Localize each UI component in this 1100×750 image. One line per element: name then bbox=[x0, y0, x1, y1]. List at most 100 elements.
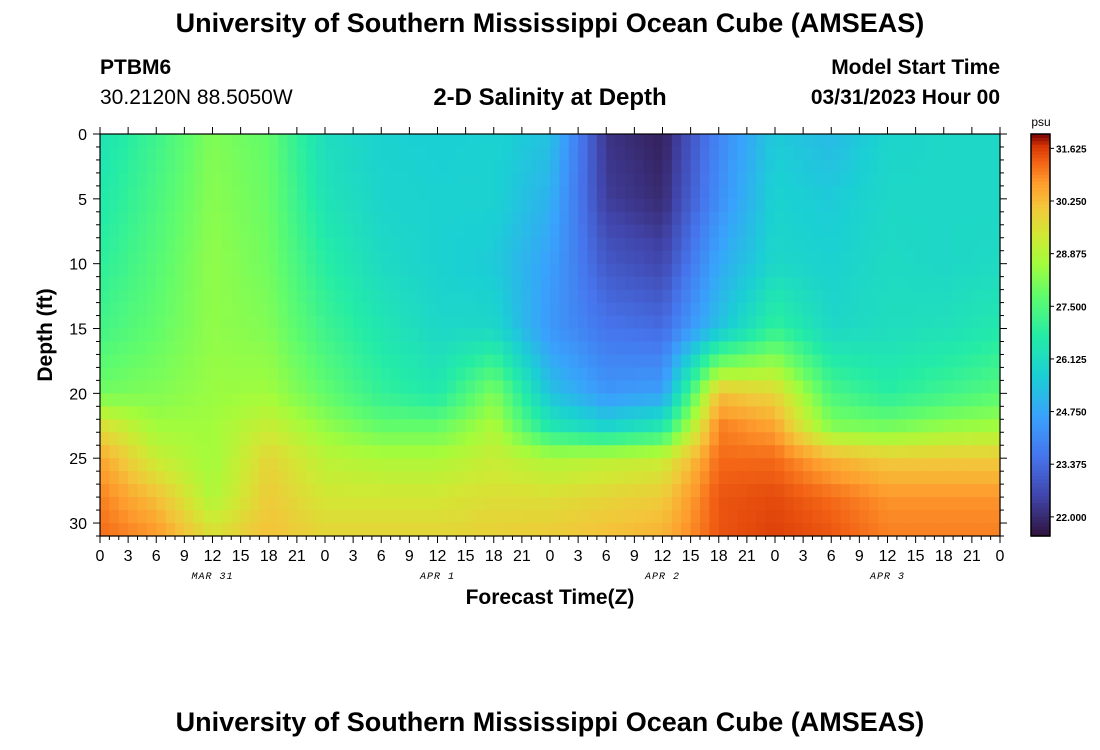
heatmap-cell bbox=[643, 341, 654, 356]
heatmap-cell bbox=[784, 289, 795, 304]
heatmap-cell bbox=[971, 354, 982, 369]
heatmap-cell bbox=[156, 198, 167, 213]
heatmap-cell bbox=[850, 302, 860, 317]
heatmap-cell bbox=[681, 263, 692, 278]
heatmap-cell bbox=[287, 198, 298, 213]
heatmap-cell bbox=[287, 510, 298, 524]
heatmap-cell bbox=[643, 458, 654, 472]
heatmap-cell bbox=[934, 497, 945, 511]
heatmap-cell bbox=[662, 134, 673, 148]
heatmap-cell bbox=[906, 406, 917, 420]
heatmap-cell bbox=[212, 328, 223, 343]
colorbar-segment bbox=[1031, 368, 1050, 373]
heatmap-cell bbox=[325, 328, 335, 343]
heatmap-cell bbox=[521, 185, 532, 200]
heatmap-cell bbox=[531, 237, 542, 252]
heatmap-cell bbox=[859, 315, 870, 330]
heatmap-cell bbox=[531, 211, 542, 226]
heatmap-cell bbox=[606, 406, 617, 420]
heatmap-cell bbox=[484, 458, 495, 472]
heatmap-cell bbox=[615, 134, 626, 148]
heatmap-cell bbox=[878, 289, 889, 304]
heatmap-cell bbox=[400, 328, 410, 343]
heatmap-cell bbox=[643, 172, 654, 187]
heatmap-cell bbox=[990, 419, 1001, 433]
heatmap-cell bbox=[493, 250, 504, 265]
colorbar-segment bbox=[1031, 422, 1050, 427]
heatmap-cell bbox=[643, 367, 654, 381]
heatmap-cell bbox=[165, 380, 176, 394]
heatmap-cell bbox=[737, 432, 748, 446]
heatmap-cell bbox=[353, 185, 364, 200]
heatmap-cell bbox=[193, 146, 204, 161]
colorbar-segment bbox=[1031, 448, 1050, 453]
heatmap-cell bbox=[784, 250, 795, 265]
heatmap-cell bbox=[193, 276, 204, 291]
heatmap-cell bbox=[540, 380, 551, 394]
heatmap-cell bbox=[371, 497, 382, 511]
heatmap-cell bbox=[784, 224, 795, 239]
heatmap-cell bbox=[718, 146, 729, 161]
heatmap-cell bbox=[315, 172, 326, 187]
heatmap-cell bbox=[493, 159, 504, 174]
heatmap-cell bbox=[587, 445, 598, 459]
heatmap-cell bbox=[962, 224, 973, 239]
heatmap-cell bbox=[953, 341, 964, 356]
heatmap-cell bbox=[212, 380, 223, 394]
heatmap-cell bbox=[306, 211, 317, 226]
heatmap-cell bbox=[137, 237, 148, 252]
heatmap-cell bbox=[493, 224, 504, 239]
heatmap-cell bbox=[268, 328, 279, 343]
heatmap-cell bbox=[100, 510, 110, 524]
heatmap-cell bbox=[146, 380, 157, 394]
heatmap-cell bbox=[193, 211, 204, 226]
heatmap-cell bbox=[615, 237, 626, 252]
heatmap-cell bbox=[240, 471, 251, 485]
heatmap-cell bbox=[868, 250, 879, 265]
heatmap-cell bbox=[643, 510, 654, 524]
heatmap-cell bbox=[503, 159, 514, 174]
heatmap-cell bbox=[775, 419, 785, 433]
heatmap-cell bbox=[381, 302, 392, 317]
heatmap-cell bbox=[362, 341, 373, 356]
heatmap-cell bbox=[409, 237, 420, 252]
heatmap-cell bbox=[765, 523, 776, 537]
heatmap-cell bbox=[268, 341, 279, 356]
heatmap-cell bbox=[231, 276, 242, 291]
heatmap-cell bbox=[775, 471, 785, 485]
heatmap-cell bbox=[737, 523, 748, 537]
heatmap-cell bbox=[878, 315, 889, 330]
colorbar-segment bbox=[1031, 227, 1050, 232]
heatmap-cell bbox=[109, 289, 120, 304]
heatmap-cell bbox=[212, 458, 223, 472]
heatmap-cell bbox=[690, 276, 701, 291]
heatmap-cell bbox=[971, 224, 982, 239]
heatmap-cell bbox=[325, 471, 335, 485]
heatmap-cell bbox=[371, 159, 382, 174]
heatmap-cell bbox=[587, 211, 598, 226]
heatmap-cell bbox=[878, 276, 889, 291]
heatmap-cell bbox=[812, 523, 823, 537]
heatmap-cell bbox=[840, 380, 851, 394]
heatmap-cell bbox=[559, 484, 570, 498]
heatmap-cell bbox=[343, 354, 354, 369]
heatmap-cell bbox=[409, 497, 420, 511]
heatmap-cell bbox=[475, 289, 485, 304]
heatmap-cell bbox=[128, 315, 139, 330]
heatmap-cell bbox=[278, 406, 289, 420]
heatmap-cell bbox=[475, 380, 485, 394]
heatmap-cell bbox=[990, 185, 1001, 200]
heatmap-cell bbox=[306, 237, 317, 252]
heatmap-cell bbox=[671, 185, 682, 200]
heatmap-cell bbox=[221, 276, 232, 291]
heatmap-cell bbox=[700, 445, 710, 459]
heatmap-cell bbox=[212, 432, 223, 446]
heatmap-cell bbox=[896, 211, 907, 226]
heatmap-cell bbox=[821, 393, 832, 407]
heatmap-cell bbox=[606, 458, 617, 472]
heatmap-cell bbox=[493, 445, 504, 459]
heatmap-cell bbox=[371, 406, 382, 420]
heatmap-cell bbox=[475, 393, 485, 407]
heatmap-cell bbox=[568, 289, 579, 304]
heatmap-cell bbox=[306, 185, 317, 200]
